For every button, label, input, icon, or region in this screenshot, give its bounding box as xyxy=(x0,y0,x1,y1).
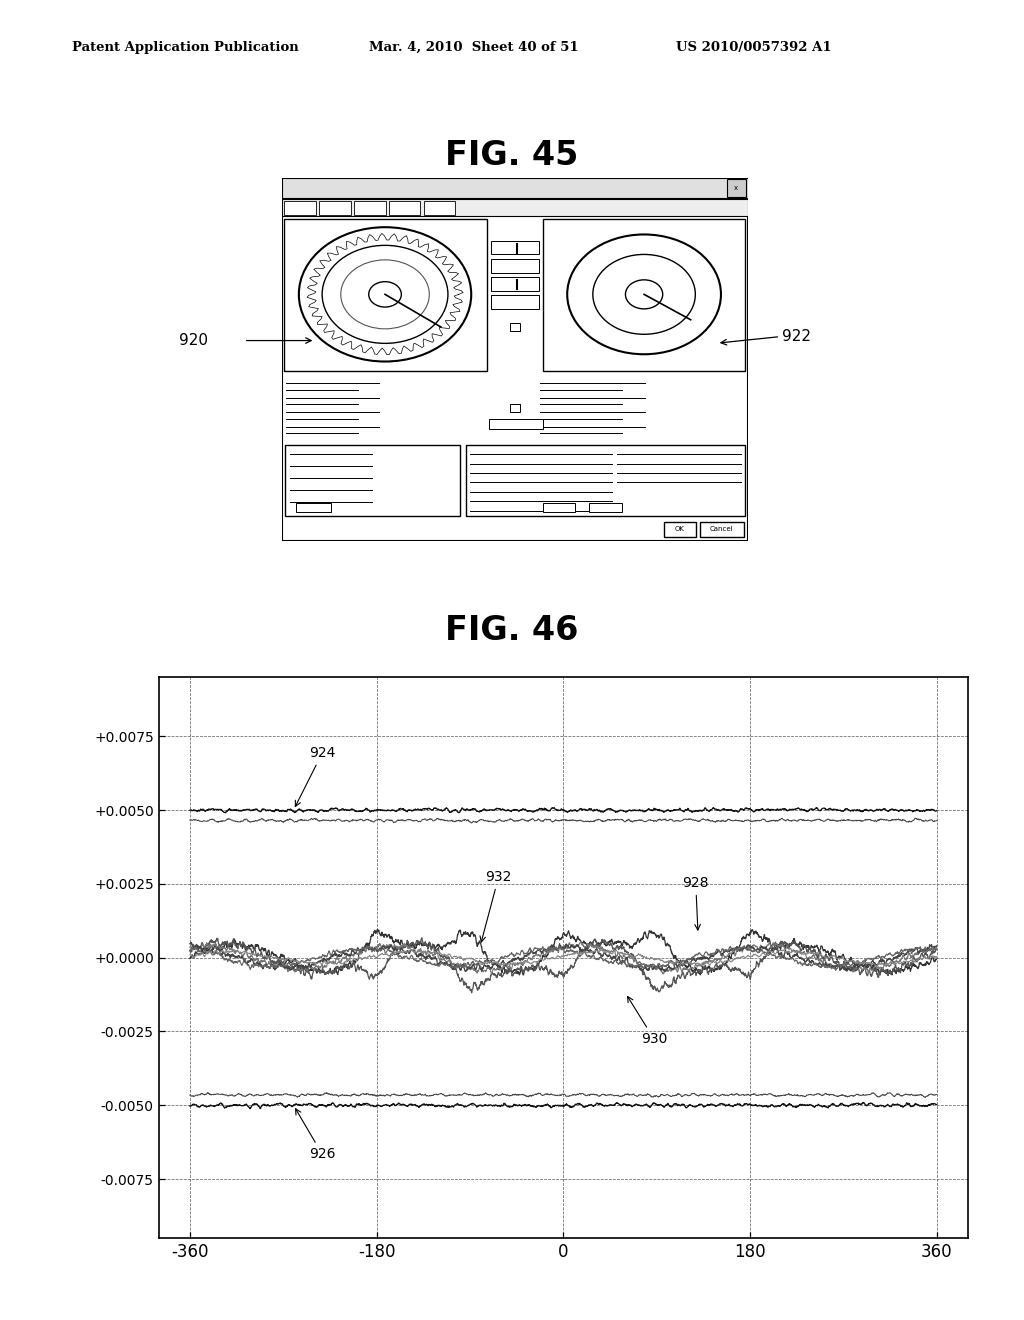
Bar xyxy=(492,240,539,255)
Text: 928: 928 xyxy=(682,875,709,931)
Bar xyxy=(700,521,744,537)
Bar xyxy=(286,445,460,516)
Bar xyxy=(282,199,748,216)
Text: 924: 924 xyxy=(295,746,336,807)
Bar xyxy=(282,178,748,198)
Bar xyxy=(466,445,745,516)
Bar xyxy=(543,219,745,371)
Bar xyxy=(664,521,696,537)
Bar xyxy=(488,418,543,429)
Text: Mar. 4, 2010  Sheet 40 of 51: Mar. 4, 2010 Sheet 40 of 51 xyxy=(369,41,579,54)
Text: 930: 930 xyxy=(628,997,668,1047)
Text: US 2010/0057392 A1: US 2010/0057392 A1 xyxy=(676,41,831,54)
Bar xyxy=(543,503,575,512)
Text: 922: 922 xyxy=(782,329,811,345)
Bar xyxy=(284,219,486,371)
Bar xyxy=(318,202,350,214)
Text: Cancel: Cancel xyxy=(710,527,734,532)
Bar xyxy=(492,296,539,309)
Text: 920: 920 xyxy=(179,333,208,348)
Bar xyxy=(510,322,520,331)
Bar xyxy=(296,503,331,512)
Text: x: x xyxy=(734,185,738,191)
Text: 926: 926 xyxy=(296,1109,336,1162)
Text: Patent Application Publication: Patent Application Publication xyxy=(72,41,298,54)
Bar xyxy=(727,180,746,198)
Text: FIG. 45: FIG. 45 xyxy=(445,139,579,172)
Bar xyxy=(510,404,520,412)
Text: OK: OK xyxy=(675,527,685,532)
Text: 932: 932 xyxy=(480,870,512,942)
Bar xyxy=(492,277,539,290)
Text: FIG. 46: FIG. 46 xyxy=(445,614,579,647)
Bar xyxy=(492,259,539,272)
Bar xyxy=(389,202,421,214)
Bar xyxy=(424,202,456,214)
Bar xyxy=(354,202,385,214)
Bar xyxy=(284,202,315,214)
Bar xyxy=(589,503,622,512)
